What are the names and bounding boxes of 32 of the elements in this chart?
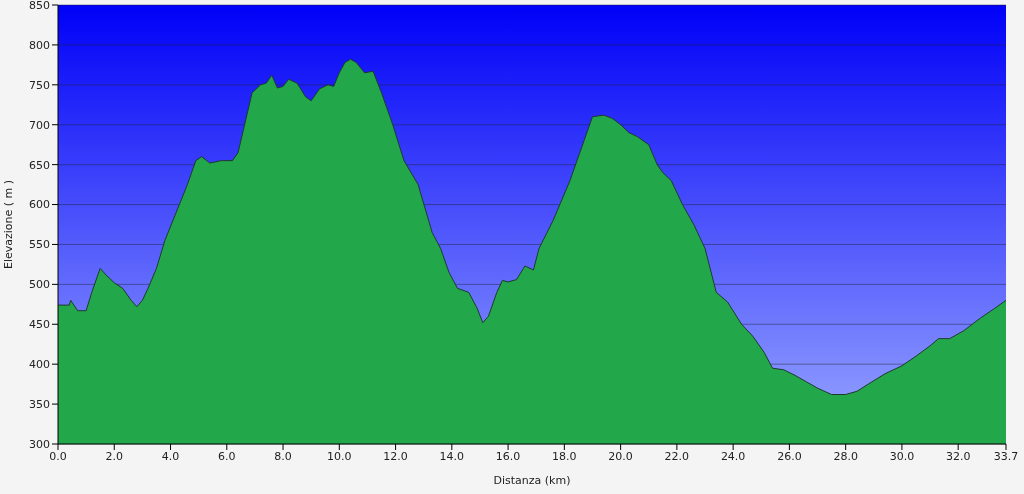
x-tick-label: 33.7 [993,449,1019,463]
x-tick-label: 0.0 [49,449,67,463]
x-tick-label: 14.0 [439,449,465,463]
y-tick-label: 650 [29,158,50,172]
y-tick-label: 500 [29,278,50,292]
y-tick-label: 300 [29,437,50,451]
y-tick-label: 750 [29,78,50,92]
x-axis-title: Distanza (km) [493,474,571,487]
y-tick-label: 700 [29,118,50,132]
y-tick-label: 600 [29,198,50,212]
y-tick-label: 850 [29,0,50,12]
x-tick-label: 20.0 [608,449,633,463]
x-tick-label: 32.0 [945,449,971,463]
x-tick-label: 24.0 [720,449,746,463]
x-tick-label: 28.0 [833,449,858,463]
y-tick-label: 400 [29,358,50,372]
x-tick-label: 26.0 [777,449,802,463]
y-tick-label: 450 [29,318,50,332]
x-tick-label: 8.0 [274,449,292,463]
x-tick-label: 10.0 [327,449,352,463]
x-tick-label: 12.0 [383,449,408,463]
y-axis-title: Elevazione ( m ) [1,179,15,270]
x-tick-label: 4.0 [161,449,180,463]
x-tick-label: 22.0 [664,449,690,463]
x-tick-label: 6.0 [218,449,236,463]
x-tick-label: 18.0 [552,449,577,463]
x-tick-label: 16.0 [495,449,521,463]
y-tick-label: 550 [29,238,50,252]
x-tick-label: 2.0 [105,449,124,463]
y-tick-label: 350 [29,398,50,411]
y-tick-label: 800 [29,38,50,52]
x-tick-label: 30.0 [889,449,915,463]
